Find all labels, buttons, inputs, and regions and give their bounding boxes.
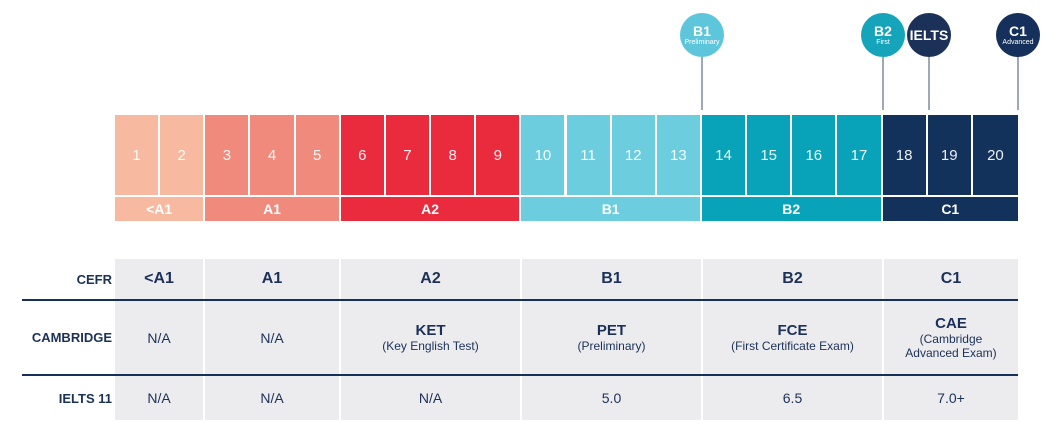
score-cell: 3: [205, 115, 251, 195]
score-cell: 13: [656, 115, 702, 195]
table-row-cefr: CEFR <A1 A1 A2 B1 B2 C1: [22, 259, 1018, 301]
score-cell: 10: [521, 115, 567, 195]
comparison-table: CEFR <A1 A1 A2 B1 B2 C1 CAMBRIDGE N/A N/…: [22, 259, 1018, 420]
cell-value: 7.0+: [937, 390, 965, 406]
marker-title: B2: [874, 22, 892, 39]
exam-name: PET: [596, 322, 627, 339]
table-cell: A1: [205, 259, 341, 299]
level-band: B2: [701, 197, 883, 221]
marker-subtitle: Advanced: [1002, 38, 1034, 46]
level-bands: <A1 A1 A2 B1 B2 C1: [115, 197, 1018, 221]
table-cell: N/A: [205, 301, 341, 374]
marker-circle: IELTS: [907, 13, 951, 57]
cell-level: C1: [940, 270, 962, 287]
exam-name: KET: [415, 322, 446, 339]
score-cell: 14: [701, 115, 748, 195]
table-cell: 6.5: [703, 376, 884, 420]
score-cell: 16: [792, 115, 838, 195]
score-cell: 1: [115, 115, 161, 195]
cell-level: B1: [601, 270, 622, 287]
cell-level: <A1: [144, 270, 174, 287]
table-cell: N/A: [341, 376, 522, 420]
row-label: IELTS 11: [58, 390, 112, 406]
score-cell: 18: [882, 115, 928, 195]
score-cell: 7: [385, 115, 432, 195]
cell-value: N/A: [147, 390, 171, 406]
marker-pin: [882, 57, 884, 110]
exam-fullname: (Cambridge: [919, 332, 983, 346]
marker-title: B1: [693, 22, 711, 39]
level-band: B1: [521, 197, 702, 221]
marker-circle: B1 Preliminary: [680, 13, 724, 57]
table-cell: 5.0: [522, 376, 703, 420]
marker-circle: B2 First: [861, 13, 905, 57]
cell-value: N/A: [418, 390, 443, 406]
score-cell: 6: [340, 115, 386, 195]
marker-pin: [701, 57, 703, 110]
marker-subtitle: Preliminary: [684, 38, 720, 46]
table-cell: CAE (Cambridge Advanced Exam): [884, 301, 1018, 374]
table-cell: A2: [341, 259, 522, 299]
level-band: A2: [340, 197, 522, 221]
exam-name: CAE: [935, 315, 967, 332]
cell-value: N/A: [260, 329, 284, 346]
score-cell: 4: [250, 115, 296, 195]
cell-level: B2: [782, 270, 803, 287]
exam-fullname-line2: Advanced Exam): [905, 346, 997, 360]
table-cell: B1: [522, 259, 703, 299]
level-band: <A1: [115, 197, 206, 221]
score-cell: 5: [295, 115, 341, 195]
cell-value: N/A: [147, 329, 171, 346]
exam-fullname: (Preliminary): [577, 339, 646, 353]
score-scale: 1 2 3 4 5 6 7 8 9 10 11 12 13 14 15 16 17 18 19 20: [115, 115, 1018, 195]
table-cell: N/A: [115, 376, 205, 420]
row-label: CEFR: [76, 271, 112, 287]
marker-subtitle: First: [876, 38, 890, 46]
score-cell: 2: [160, 115, 206, 195]
score-cell: 12: [611, 115, 657, 195]
table-cell: C1: [884, 259, 1018, 299]
table-cell: 7.0+: [884, 376, 1018, 420]
table-cell: N/A: [205, 376, 341, 420]
marker-pin: [1017, 57, 1019, 110]
exam-name: FCE: [777, 322, 808, 339]
table-cell: N/A: [115, 301, 205, 374]
marker-title: C1: [1009, 22, 1027, 39]
cell-value: 6.5: [782, 390, 803, 406]
score-cell: 9: [476, 115, 522, 195]
cell-level: A1: [261, 270, 283, 287]
marker-circle: C1 Advanced: [996, 13, 1040, 57]
table-cell: B2: [703, 259, 884, 299]
cell-value: 5.0: [601, 390, 622, 406]
exam-fullname: (First Certificate Exam): [731, 339, 854, 353]
table-cell: KET (Key English Test): [341, 301, 522, 374]
table-cell: FCE (First Certificate Exam): [703, 301, 884, 374]
score-cell: 11: [566, 115, 612, 195]
marker-pin: [928, 57, 930, 110]
score-cell: 19: [927, 115, 973, 195]
cell-value: N/A: [260, 390, 284, 406]
score-cell: 20: [972, 115, 1018, 195]
score-cell: 8: [431, 115, 477, 195]
level-band: C1: [882, 197, 1018, 221]
exam-fullname: (Key English Test): [382, 339, 479, 353]
table-row-ielts: IELTS 11 N/A N/A N/A 5.0 6.5 7.0+: [22, 376, 1018, 420]
score-cell: 17: [837, 115, 883, 195]
table-cell: <A1: [115, 259, 205, 299]
row-label: CAMBRIDGE: [31, 330, 112, 345]
level-band: A1: [205, 197, 341, 221]
table-row-cambridge: CAMBRIDGE N/A N/A KET (Key English Test)…: [22, 301, 1018, 376]
table-cell: PET (Preliminary): [522, 301, 703, 374]
score-cell: 15: [747, 115, 793, 195]
cell-level: A2: [420, 270, 441, 287]
marker-title: IELTS: [909, 26, 949, 43]
